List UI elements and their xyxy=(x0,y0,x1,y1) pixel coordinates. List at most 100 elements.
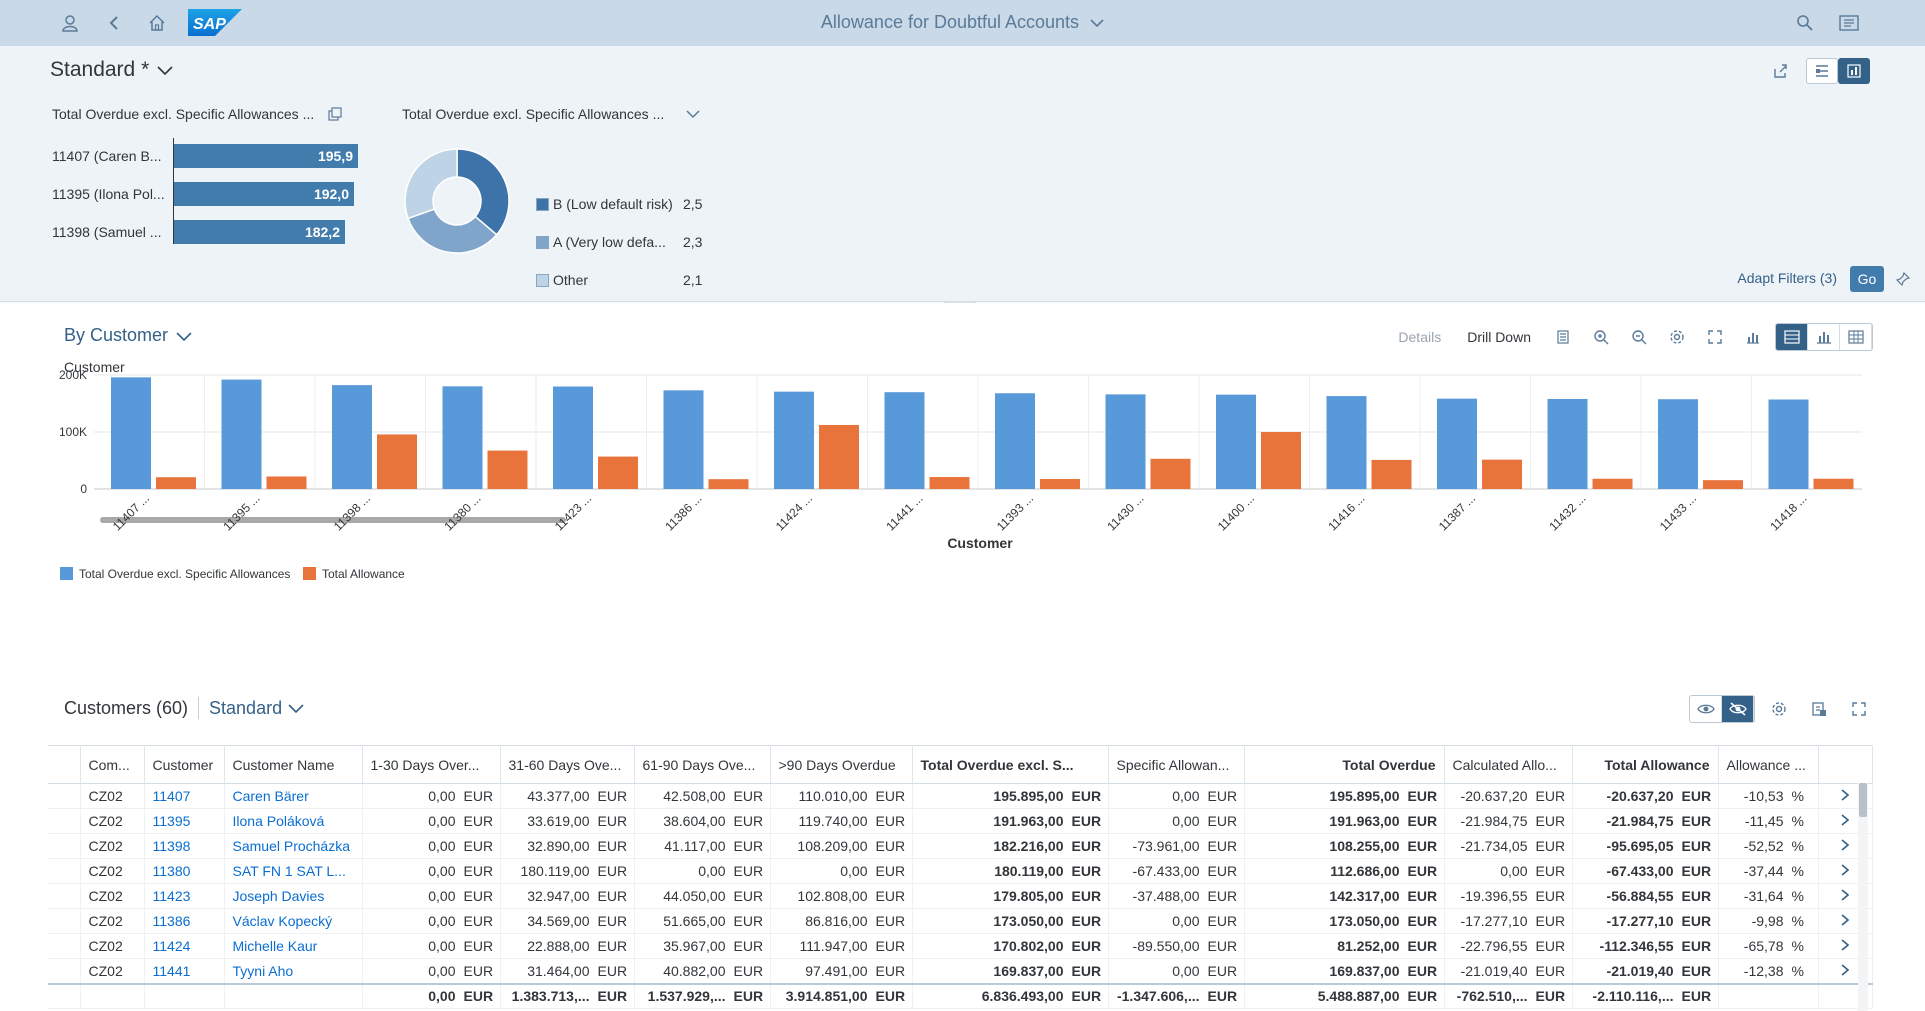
open-details-icon[interactable] xyxy=(328,107,342,121)
chart-type-icon[interactable] xyxy=(1737,324,1769,350)
column-header[interactable]: Total Overdue excl. S... xyxy=(912,745,1109,784)
app-title-menu[interactable]: Allowance for Doubtful Accounts xyxy=(821,12,1104,32)
bar-total-overdue[interactable] xyxy=(221,379,262,489)
back-icon[interactable] xyxy=(101,10,127,36)
customer-name-link[interactable]: Ilona Poláková xyxy=(224,808,363,834)
chart-and-table-icon[interactable] xyxy=(1776,324,1808,350)
customer-name-link[interactable]: Tyyni Aho xyxy=(224,958,363,984)
table-scrollbar[interactable] xyxy=(1858,783,1868,1011)
visual-filter-icon[interactable] xyxy=(1838,58,1870,84)
user-icon[interactable] xyxy=(57,10,83,36)
bar-total-overdue[interactable] xyxy=(663,390,704,489)
bar-total-allowance[interactable] xyxy=(1703,480,1743,489)
row-selector[interactable] xyxy=(48,783,81,809)
bar-total-overdue[interactable] xyxy=(774,391,814,489)
column-header[interactable]: Customer Name xyxy=(224,745,363,784)
table-row[interactable]: CZ02 11423 Joseph Davies 0,00 EUR 32.947,00 EU… xyxy=(48,883,1873,909)
chart-view-selector[interactable]: By Customer xyxy=(64,325,192,346)
bar-total-overdue[interactable] xyxy=(884,392,925,489)
row-selector[interactable] xyxy=(48,958,81,984)
kpi-donut-card[interactable]: Total Overdue excl. Specific Allowances … xyxy=(402,106,700,122)
bar-total-overdue[interactable] xyxy=(1547,398,1588,489)
hide-icon[interactable] xyxy=(1722,696,1754,722)
menu-icon[interactable] xyxy=(1836,10,1862,36)
customer-name-link[interactable]: Caren Bärer xyxy=(224,783,363,809)
column-header[interactable]: >90 Days Overdue xyxy=(770,745,913,784)
bar-total-allowance[interactable] xyxy=(1482,459,1522,489)
chart-legend-swatch[interactable] xyxy=(303,567,316,580)
chart-only-icon[interactable] xyxy=(1808,324,1840,350)
bar-total-allowance[interactable] xyxy=(156,477,196,489)
column-header[interactable]: 61-90 Days Ove... xyxy=(634,745,771,784)
row-selector[interactable] xyxy=(48,858,81,884)
search-icon[interactable] xyxy=(1792,10,1818,36)
export-icon[interactable] xyxy=(1803,696,1835,722)
column-header[interactable]: Calculated Allo... xyxy=(1444,745,1573,784)
table-row[interactable]: CZ02 11424 Michelle Kaur 0,00 EUR 22.888,00 EU… xyxy=(48,933,1873,959)
chart-scrollbar[interactable] xyxy=(100,517,566,523)
bar-total-allowance[interactable] xyxy=(1813,478,1854,489)
customer-link[interactable]: 11380 xyxy=(144,858,225,884)
donut-legend-item[interactable]: Other 2,1 xyxy=(536,272,702,288)
column-header[interactable]: Total Overdue xyxy=(1244,745,1445,784)
bar-total-overdue[interactable] xyxy=(1326,396,1367,489)
details-button[interactable]: Details xyxy=(1398,329,1442,345)
kpi-bar-row[interactable]: 11398 (Samuel ... 182,2 xyxy=(52,220,345,244)
customer-bar-chart[interactable]: Customer Customer 0 100K 200K 11407 ... 113… xyxy=(0,353,1925,663)
customer-name-link[interactable]: Samuel Procházka xyxy=(224,833,363,859)
kpi-bar-card[interactable]: Total Overdue excl. Specific Allowances … xyxy=(52,106,342,122)
bar-total-overdue[interactable] xyxy=(332,385,372,489)
pin-icon[interactable] xyxy=(1895,271,1911,289)
column-header[interactable] xyxy=(48,745,81,784)
row-selector[interactable] xyxy=(48,933,81,959)
table-only-icon[interactable] xyxy=(1840,324,1872,350)
bar-total-overdue[interactable] xyxy=(1216,394,1256,489)
table-settings-icon[interactable] xyxy=(1763,696,1795,722)
column-header[interactable]: Specific Allowan... xyxy=(1108,745,1245,784)
customer-name-link[interactable]: SAT FN 1 SAT L... xyxy=(224,858,363,884)
row-selector[interactable] xyxy=(48,833,81,859)
compact-filter-icon[interactable] xyxy=(1806,58,1838,84)
customer-name-link[interactable]: Joseph Davies xyxy=(224,883,363,909)
bar-total-overdue[interactable] xyxy=(1768,399,1809,489)
column-header[interactable]: Allowance ... xyxy=(1718,745,1819,784)
legend-icon[interactable] xyxy=(1547,324,1579,350)
bar-total-allowance[interactable] xyxy=(1040,479,1080,489)
table-row[interactable]: CZ02 11386 Václav Kopecký 0,00 EUR 34.569,00 E… xyxy=(48,908,1873,934)
column-header[interactable] xyxy=(1818,745,1873,784)
sap-logo[interactable]: SAP xyxy=(188,9,242,36)
bar-total-overdue[interactable] xyxy=(442,386,483,489)
bar-total-allowance[interactable] xyxy=(598,456,638,489)
home-icon[interactable] xyxy=(144,10,170,36)
column-header[interactable]: 31-60 Days Ove... xyxy=(500,745,635,784)
column-header[interactable]: Customer xyxy=(144,745,225,784)
bar-total-allowance[interactable] xyxy=(1261,432,1301,489)
bar-total-allowance[interactable] xyxy=(487,450,528,489)
column-header[interactable]: 1-30 Days Over... xyxy=(362,745,501,784)
column-header[interactable]: Total Allowance xyxy=(1572,745,1719,784)
donut-slice[interactable] xyxy=(404,148,458,220)
customer-link[interactable]: 11395 xyxy=(144,808,225,834)
bar-total-allowance[interactable] xyxy=(1592,478,1633,489)
bar-total-allowance[interactable] xyxy=(708,479,749,489)
bar-total-overdue[interactable] xyxy=(111,377,151,489)
customer-name-link[interactable]: Václav Kopecký xyxy=(224,908,363,934)
table-variant-selector[interactable]: Standard xyxy=(209,698,304,719)
bar-total-allowance[interactable] xyxy=(1150,458,1191,489)
go-button[interactable]: Go xyxy=(1850,266,1884,292)
customer-name-link[interactable]: Michelle Kaur xyxy=(224,933,363,959)
bar-total-allowance[interactable] xyxy=(819,424,859,489)
drill-down-button[interactable]: Drill Down xyxy=(1467,329,1531,345)
bar-total-allowance[interactable] xyxy=(929,477,970,489)
variant-selector[interactable]: Standard * xyxy=(50,58,173,82)
row-selector[interactable] xyxy=(48,883,81,909)
kpi-bar-row[interactable]: 11407 (Caren B... 195,9 xyxy=(52,144,358,168)
share-icon[interactable] xyxy=(1764,58,1796,84)
table-row[interactable]: CZ02 11441 Tyyni Aho 0,00 EUR 31.464,00 EUR 40.… xyxy=(48,958,1873,984)
fullscreen-icon[interactable] xyxy=(1699,324,1731,350)
zoom-in-icon[interactable] xyxy=(1585,324,1617,350)
bar-total-overdue[interactable] xyxy=(995,393,1035,489)
customer-link[interactable]: 11441 xyxy=(144,958,225,984)
customer-link[interactable]: 11424 xyxy=(144,933,225,959)
bar-total-allowance[interactable] xyxy=(1371,459,1412,489)
